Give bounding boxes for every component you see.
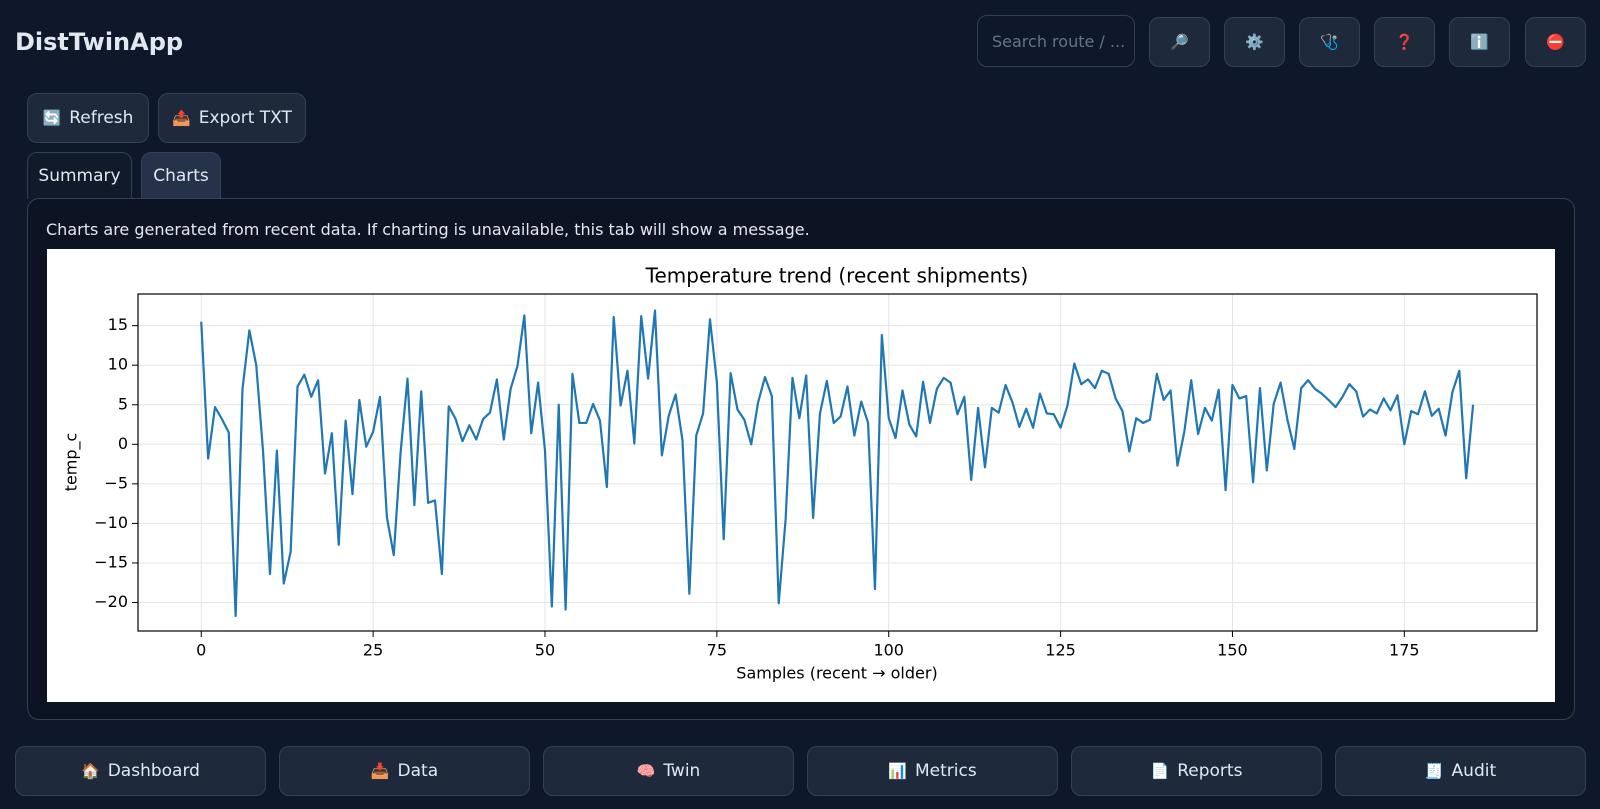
nav-button[interactable]: 📥 Data — [279, 746, 530, 796]
button-icon: 📤 — [172, 109, 191, 127]
x-axis-label: Samples (recent → older) — [736, 664, 937, 683]
y-tick-label: 0 — [118, 434, 128, 453]
y-tick-label: 15 — [108, 315, 128, 334]
x-tick-label: 150 — [1217, 641, 1248, 660]
nav-icon: 📊 — [888, 762, 907, 780]
toolbar-button[interactable]: 🔄 Refresh — [27, 93, 149, 143]
icon-button[interactable]: ❓ — [1374, 17, 1435, 67]
button-label: Refresh — [69, 108, 134, 128]
x-tick-label: 125 — [1045, 641, 1076, 660]
nav-label: Data — [397, 761, 439, 781]
nav-button[interactable]: 🧠 Twin — [543, 746, 794, 796]
x-tick-label: 50 — [535, 641, 555, 660]
temperature-line — [200, 309, 1475, 618]
y-tick-label: 5 — [118, 394, 128, 413]
y-axis-label: temp_c — [62, 433, 82, 492]
nav-icon: 🧾 — [1424, 762, 1444, 780]
icon-button[interactable]: 🔎 — [1149, 17, 1210, 67]
nav-icon: 📄 — [1150, 762, 1170, 780]
button-label: Export TXT — [198, 108, 292, 128]
x-tick-label: 175 — [1389, 641, 1420, 660]
x-tick-label: 25 — [363, 641, 383, 660]
nav-button[interactable]: 🏠 Dashboard — [15, 746, 266, 796]
x-tick-label: 100 — [873, 641, 904, 660]
icon-button[interactable]: ⛔ — [1525, 17, 1586, 67]
nav-label: Twin — [663, 761, 701, 781]
icon-button[interactable]: ℹ️ — [1449, 17, 1510, 67]
nav-icon: 🏠 — [81, 762, 100, 780]
nav-label: Dashboard — [107, 761, 200, 781]
plot-frame — [137, 293, 1538, 632]
tab[interactable]: Summary — [27, 152, 132, 199]
nav-button[interactable]: 📄 Reports — [1071, 746, 1322, 796]
toolbar-button[interactable]: 📤 Export TXT — [158, 93, 306, 143]
nav-button[interactable]: 📊 Metrics — [807, 746, 1058, 796]
icon-button[interactable]: ⚙️ — [1224, 17, 1285, 67]
nav-label: Audit — [1451, 761, 1497, 781]
y-tick-label: 10 — [108, 355, 128, 374]
chart: Temperature trend (recent shipments) Sam… — [47, 249, 1555, 702]
nav-icon: 🧠 — [636, 762, 656, 780]
y-tick-label: −10 — [94, 513, 128, 532]
tab[interactable]: Charts — [141, 152, 221, 199]
nav-icon: 📥 — [370, 762, 390, 780]
x-tick-label: 75 — [707, 641, 727, 660]
y-tick-label: −15 — [94, 552, 128, 571]
x-tick-label: 0 — [196, 641, 206, 660]
icon-button[interactable]: 🩺 — [1299, 17, 1360, 67]
app-title: DistTwinApp — [15, 28, 184, 56]
search-box[interactable]: Search route / ... — [977, 15, 1135, 67]
panel-message: Charts are generated from recent data. I… — [46, 220, 810, 239]
y-tick-label: −5 — [104, 473, 128, 492]
y-tick-label: −20 — [94, 592, 128, 611]
nav-label: Reports — [1177, 761, 1243, 781]
chart-title: Temperature trend (recent shipments) — [645, 264, 1029, 288]
nav-label: Metrics — [914, 761, 977, 781]
nav-button[interactable]: 🧾 Audit — [1335, 746, 1586, 796]
button-icon: 🔄 — [42, 109, 62, 127]
